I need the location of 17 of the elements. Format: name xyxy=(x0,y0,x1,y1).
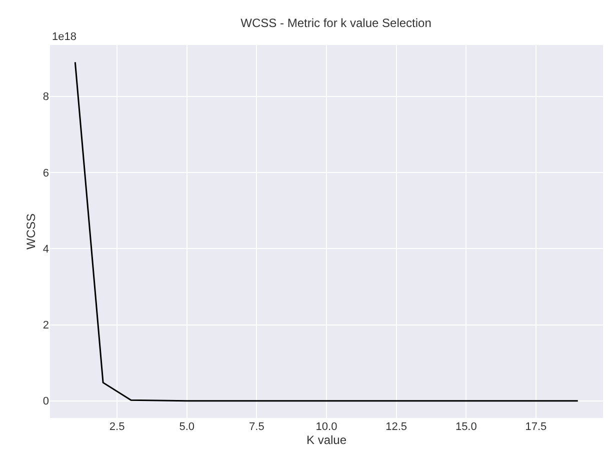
x-tick-label: 17.5 xyxy=(525,421,547,433)
text: 1e18 xyxy=(52,31,76,43)
x-tick-label: 7.5 xyxy=(249,421,264,433)
y-tick-label: 8 xyxy=(42,91,49,104)
y-tick-label: 4 xyxy=(42,243,49,256)
x-tick-label: 15.0 xyxy=(455,421,477,433)
y-tick-label: 0 xyxy=(42,396,49,408)
x-axis-title: K value xyxy=(306,433,347,447)
line-series xyxy=(74,61,579,402)
y-axis-title: WCSS xyxy=(24,214,38,250)
y-tick-label: 6 xyxy=(42,167,49,180)
x-tick-label: 10.0 xyxy=(316,421,338,433)
x-tick-label: 12.5 xyxy=(386,421,408,433)
x-tick-label: 2.5 xyxy=(109,421,125,433)
y-tick-label: 2 xyxy=(42,320,49,332)
chart-title: WCSS - Metric for k value Selection xyxy=(240,16,432,30)
x-tick-label: 5.0 xyxy=(179,421,194,433)
